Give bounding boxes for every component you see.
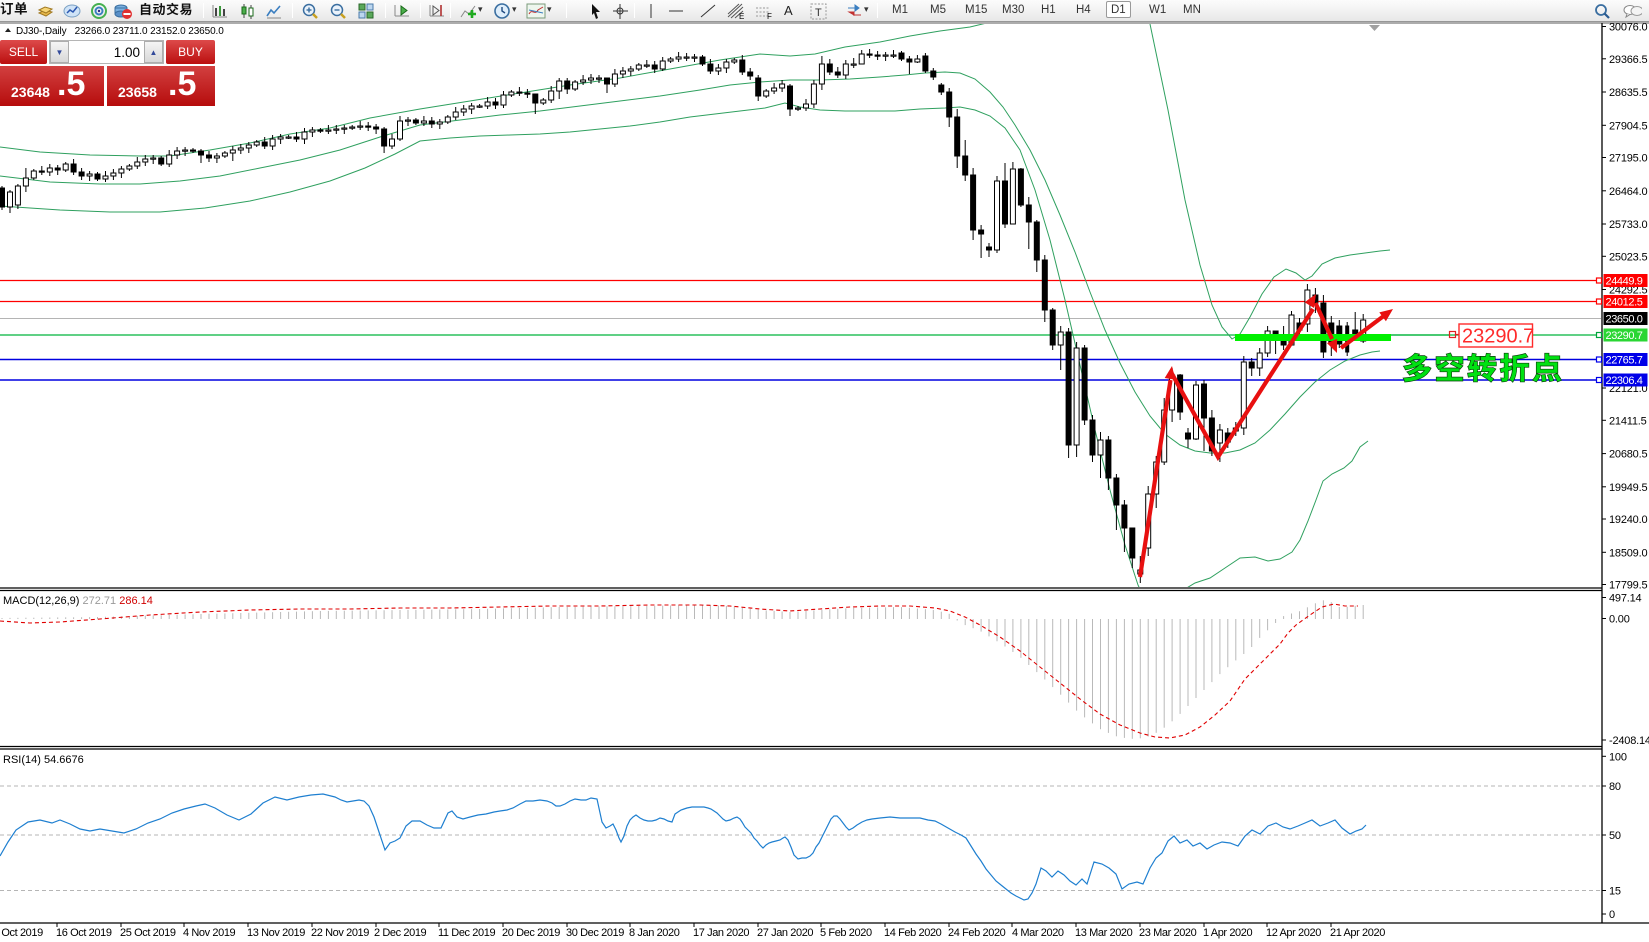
svg-text:23650.0: 23650.0 xyxy=(1606,314,1643,326)
svg-text:F: F xyxy=(767,12,772,20)
svg-text:28635.5: 28635.5 xyxy=(1609,87,1647,99)
svg-text:22 Nov 2019: 22 Nov 2019 xyxy=(311,927,369,939)
svg-text:27904.5: 27904.5 xyxy=(1609,120,1647,132)
svg-text:24449.9: 24449.9 xyxy=(1606,276,1643,288)
svg-text:25733.0: 25733.0 xyxy=(1609,219,1647,231)
svg-text:0.00: 0.00 xyxy=(1609,614,1630,626)
svg-text:-2408.14: -2408.14 xyxy=(1609,735,1649,747)
svg-text:80: 80 xyxy=(1609,781,1621,793)
svg-text:25 Oct 2019: 25 Oct 2019 xyxy=(120,927,176,939)
svg-text:26464.0: 26464.0 xyxy=(1609,186,1647,198)
svg-text:13 Mar 2020: 13 Mar 2020 xyxy=(1075,927,1133,939)
svg-text:23290.7: 23290.7 xyxy=(1462,326,1534,348)
svg-text:19949.5: 19949.5 xyxy=(1609,482,1647,494)
svg-text:17799.5: 17799.5 xyxy=(1609,580,1647,592)
svg-text:17 Jan 2020: 17 Jan 2020 xyxy=(693,927,749,939)
svg-text:23 Mar 2020: 23 Mar 2020 xyxy=(1139,927,1197,939)
svg-text:18509.0: 18509.0 xyxy=(1609,547,1647,559)
svg-text:23290.7: 23290.7 xyxy=(1606,330,1643,342)
svg-text:24 Feb 2020: 24 Feb 2020 xyxy=(948,927,1006,939)
svg-text:DJ30-,Daily 23266.0 23711.0: DJ30-,Daily 23266.0 23711.0 23152.0 2365… xyxy=(16,26,224,37)
svg-text:22765.7: 22765.7 xyxy=(1606,355,1643,367)
svg-text:12 Apr 2020: 12 Apr 2020 xyxy=(1266,927,1321,939)
svg-text:24012.5: 24012.5 xyxy=(1606,297,1643,309)
svg-text:24292.5: 24292.5 xyxy=(1609,285,1647,297)
svg-text:497.14: 497.14 xyxy=(1609,593,1642,605)
svg-text:7 Oct 2019: 7 Oct 2019 xyxy=(0,927,43,939)
svg-text:14 Feb 2020: 14 Feb 2020 xyxy=(884,927,942,939)
svg-text:13 Nov 2019: 13 Nov 2019 xyxy=(247,927,305,939)
svg-text:27195.0: 27195.0 xyxy=(1609,153,1647,165)
svg-text:19240.0: 19240.0 xyxy=(1609,514,1647,526)
svg-text:27 Jan 2020: 27 Jan 2020 xyxy=(757,927,813,939)
svg-text:4 Mar 2020: 4 Mar 2020 xyxy=(1012,927,1064,939)
svg-text:25023.5: 25023.5 xyxy=(1609,251,1647,263)
svg-text:2 Dec 2019: 2 Dec 2019 xyxy=(374,927,427,939)
svg-text:0: 0 xyxy=(1609,909,1615,921)
svg-text:5 Feb 2020: 5 Feb 2020 xyxy=(820,927,872,939)
svg-text:11 Dec 2019: 11 Dec 2019 xyxy=(438,927,495,939)
svg-text:RSI(14) 54.6676: RSI(14) 54.6676 xyxy=(3,754,84,766)
svg-text:30076.0: 30076.0 xyxy=(1609,22,1647,34)
svg-text:1 Apr 2020: 1 Apr 2020 xyxy=(1203,927,1252,939)
svg-text:15: 15 xyxy=(1609,886,1621,898)
svg-text:30 Dec 2019: 30 Dec 2019 xyxy=(566,927,624,939)
svg-text:T: T xyxy=(815,7,822,19)
svg-text:MACD(12,26,9) 272.71 286.14: MACD(12,26,9) 272.71 286.14 xyxy=(3,595,153,607)
svg-text:100: 100 xyxy=(1609,751,1627,763)
svg-text:29366.5: 29366.5 xyxy=(1609,54,1647,66)
svg-text:4 Nov 2019: 4 Nov 2019 xyxy=(183,927,236,939)
svg-text:20 Dec 2019: 20 Dec 2019 xyxy=(502,927,560,939)
svg-text:8 Jan 2020: 8 Jan 2020 xyxy=(629,927,680,939)
svg-text:20680.5: 20680.5 xyxy=(1609,449,1647,461)
svg-text:16 Oct 2019: 16 Oct 2019 xyxy=(56,927,112,939)
svg-text:21411.5: 21411.5 xyxy=(1609,415,1647,427)
svg-text:E: E xyxy=(739,12,744,20)
svg-text:22306.4: 22306.4 xyxy=(1606,375,1643,387)
svg-text:50: 50 xyxy=(1609,830,1621,842)
svg-text:21 Apr 2020: 21 Apr 2020 xyxy=(1330,927,1385,939)
